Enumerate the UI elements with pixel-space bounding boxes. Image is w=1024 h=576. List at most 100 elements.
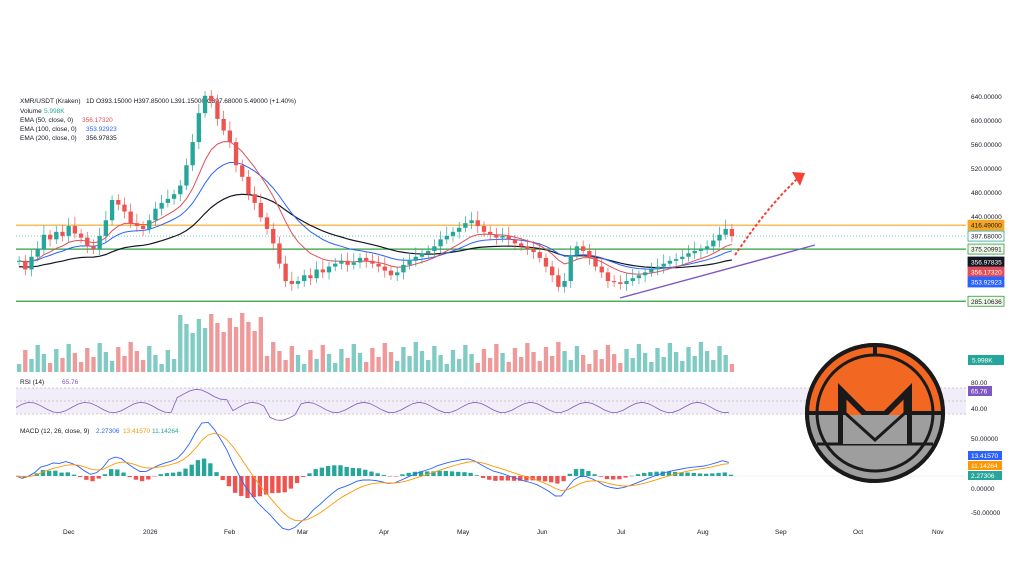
y-tick-label: 640.00000 bbox=[971, 94, 1002, 101]
candle-body bbox=[370, 260, 375, 264]
macd-histogram-bar bbox=[493, 476, 498, 481]
volume-bar bbox=[47, 363, 53, 372]
macd-label: MACD (12, 26, close, 9) bbox=[20, 428, 89, 435]
macd-histogram-bar bbox=[704, 473, 709, 476]
macd-histogram-bar bbox=[567, 473, 572, 476]
candle-body bbox=[630, 278, 635, 282]
legend-volume-label: Volume bbox=[20, 108, 42, 115]
volume-bar bbox=[178, 315, 183, 372]
macd-histogram-bar bbox=[139, 476, 145, 482]
candle-body bbox=[531, 249, 536, 253]
macd-histogram-bar bbox=[158, 474, 163, 476]
volume-bar bbox=[314, 359, 319, 372]
macd-histogram-bar bbox=[77, 476, 83, 478]
candle-body bbox=[444, 235, 449, 240]
macd-histogram-bar bbox=[487, 476, 492, 480]
volume-bar bbox=[370, 348, 375, 372]
candle-body bbox=[283, 263, 288, 282]
volume-bar bbox=[246, 322, 251, 372]
volume-bar bbox=[549, 356, 555, 372]
candle-body bbox=[233, 142, 239, 166]
candle-body bbox=[692, 250, 697, 254]
volume-bar bbox=[624, 349, 629, 372]
volume-bar bbox=[320, 345, 325, 372]
candle-body bbox=[147, 220, 152, 229]
volume-bar bbox=[419, 351, 425, 372]
candle-body bbox=[364, 257, 369, 261]
volume-bar bbox=[531, 352, 536, 372]
candle-body bbox=[240, 165, 245, 177]
volume-bar bbox=[264, 356, 270, 372]
volume-bar bbox=[395, 361, 400, 372]
volume-bar bbox=[463, 345, 468, 372]
volume-bar bbox=[85, 348, 90, 372]
volume-bar bbox=[351, 344, 356, 372]
candle-body bbox=[103, 220, 109, 236]
candle-body bbox=[562, 281, 567, 287]
candle-body bbox=[78, 233, 84, 238]
candle-body bbox=[717, 234, 722, 241]
volume-bar bbox=[655, 348, 660, 372]
volume-bar bbox=[357, 353, 363, 372]
macd-histogram-bar bbox=[425, 471, 430, 476]
volume-bar bbox=[159, 364, 164, 372]
candle-body bbox=[128, 211, 133, 224]
volume-bar bbox=[171, 359, 177, 372]
candle-body bbox=[140, 226, 146, 229]
candle-body bbox=[500, 235, 505, 238]
candle-body bbox=[153, 208, 158, 221]
projection-arrow bbox=[734, 172, 805, 256]
macd-histogram-bar bbox=[604, 476, 610, 480]
macd-histogram-bar bbox=[511, 476, 517, 481]
volume-bar bbox=[568, 360, 573, 372]
price-level-tag bbox=[967, 243, 1005, 255]
candle-body bbox=[302, 275, 307, 282]
volume-bar bbox=[525, 343, 530, 372]
macd-histogram-bar bbox=[53, 470, 58, 476]
volume-bar bbox=[426, 360, 431, 372]
price-level-label: 375.20991 bbox=[971, 247, 1002, 254]
macd-histogram-bar bbox=[443, 471, 449, 476]
macd-lines bbox=[15, 421, 966, 531]
macd-histogram-bar bbox=[127, 476, 132, 478]
macd-histogram-bar bbox=[468, 472, 473, 476]
macd-histogram-bar bbox=[276, 476, 281, 493]
monero-logo-icon bbox=[805, 343, 945, 483]
legend: XMR/USDT (Kraken) 1D O393.15000 H397.850… bbox=[20, 98, 296, 142]
macd-histogram-bar bbox=[437, 470, 442, 476]
candle-body bbox=[618, 282, 623, 284]
volume-bar bbox=[72, 353, 78, 372]
candle-body bbox=[171, 194, 177, 199]
volume-bar bbox=[481, 349, 487, 372]
macd-histogram-bar bbox=[319, 467, 325, 476]
candle-body bbox=[698, 249, 704, 251]
macd-histogram-bar bbox=[592, 474, 597, 476]
macd-histogram-bar bbox=[183, 468, 188, 476]
macd-histogram-bar bbox=[301, 476, 306, 477]
volume-bar bbox=[580, 355, 586, 372]
volume-bar bbox=[704, 351, 710, 372]
legend-ema100-label: EMA (100, close, 0) bbox=[20, 126, 77, 133]
candle-body bbox=[407, 260, 412, 265]
candle-body bbox=[419, 253, 425, 257]
volume-bar bbox=[54, 349, 59, 372]
rsi-path bbox=[15, 388, 729, 421]
volume-bar bbox=[512, 348, 518, 372]
macd-histogram-bar bbox=[96, 476, 101, 479]
candle-body bbox=[35, 249, 40, 257]
price-level-label: 285.10636 bbox=[971, 299, 1002, 306]
y-tick-label: 520.00000 bbox=[971, 166, 1002, 173]
candle-body bbox=[556, 275, 561, 287]
candle-body bbox=[599, 266, 604, 273]
candle-body bbox=[202, 95, 208, 114]
candle-body bbox=[246, 176, 251, 195]
ascending-trendline[interactable] bbox=[619, 244, 816, 299]
macd-histogram-bar bbox=[375, 473, 380, 476]
candle-body bbox=[649, 269, 654, 273]
candle-body bbox=[395, 272, 400, 276]
candle-body bbox=[16, 260, 22, 262]
candle-body bbox=[159, 202, 164, 209]
candle-body bbox=[122, 204, 127, 212]
candle-body bbox=[667, 260, 673, 264]
